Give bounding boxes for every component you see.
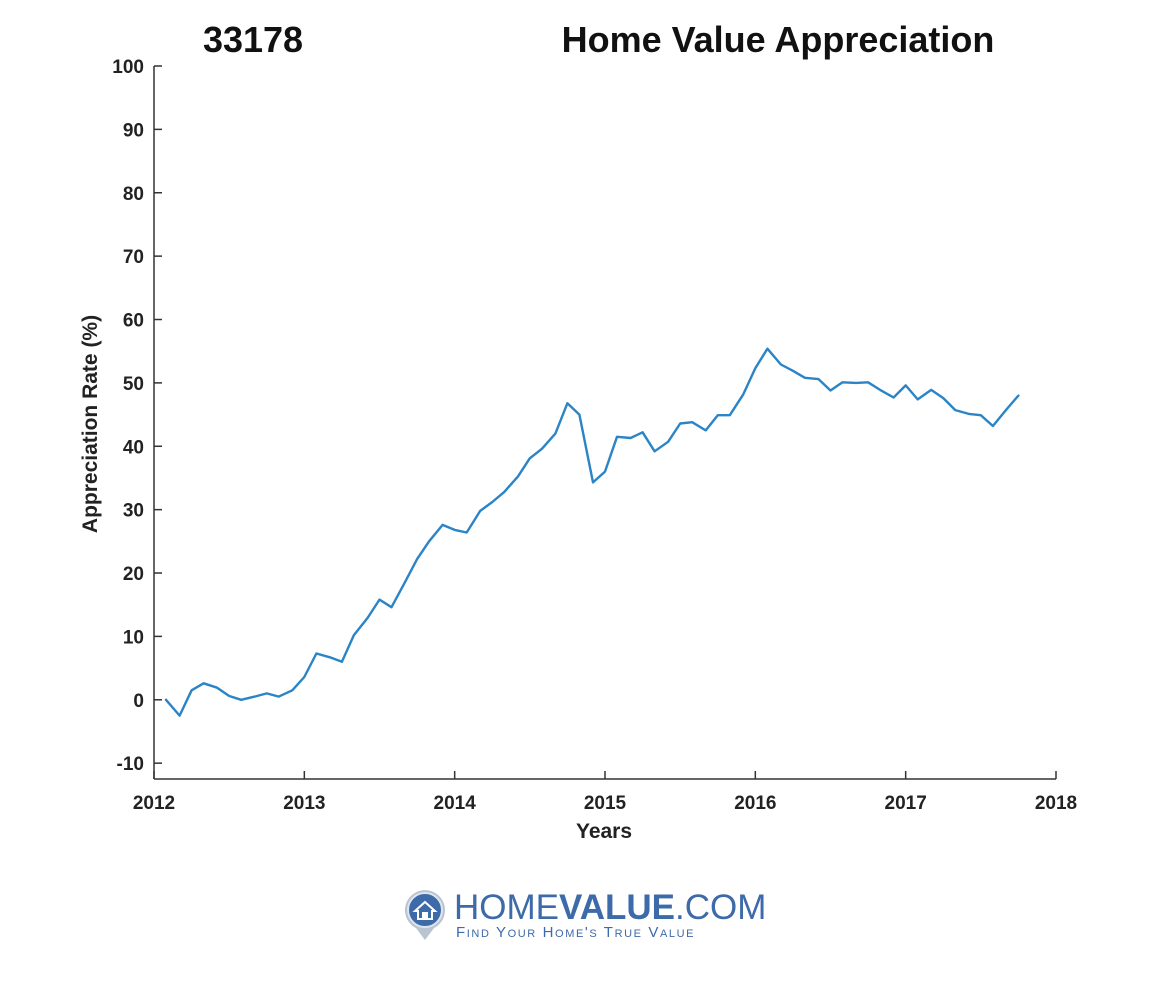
- homevalue-logo[interactable]: HOMEVALUE.COM Find Your Home's True Valu…: [402, 888, 766, 948]
- chart-title: Home Value Appreciation: [562, 19, 995, 60]
- house-pin-icon: [402, 888, 448, 942]
- x-tick-label: 2014: [434, 793, 477, 814]
- y-tick-label: 60: [123, 311, 144, 332]
- x-tick-label: 2016: [734, 793, 776, 814]
- y-tick-label: -10: [117, 754, 144, 775]
- ticks: -10 0 10 20 30 40 50 60 70 80 90 100 2012 2013 2014 201…: [112, 57, 1077, 814]
- brand-tagline: Find Your Home's True Value: [456, 924, 696, 941]
- x-tick-label: 2013: [283, 793, 325, 814]
- axes: [153, 66, 1056, 780]
- series: [164, 347, 1020, 717]
- x-tick-label: 2018: [1035, 793, 1077, 814]
- y-axis-label: Appreciation Rate (%): [79, 315, 102, 533]
- x-tick-label: 2012: [133, 793, 175, 814]
- x-axis-label: Years: [576, 820, 632, 843]
- brand-part-com: .COM: [675, 888, 767, 927]
- y-tick-label: 80: [123, 184, 144, 205]
- x-tick-label: 2015: [584, 793, 627, 814]
- y-tick-label: 30: [123, 501, 144, 522]
- y-tick-label: 20: [123, 564, 144, 585]
- x-tick-label: 2017: [885, 793, 927, 814]
- brand-part-home: HOME: [454, 888, 559, 927]
- brand-part-value: VALUE: [559, 888, 676, 927]
- y-tick-label: 70: [123, 247, 144, 268]
- brand-name: HOMEVALUE.COM: [454, 888, 766, 928]
- appreciation-series-line: [164, 347, 1020, 717]
- y-tick-label: 10: [123, 627, 144, 648]
- y-tick-label: 100: [112, 57, 144, 78]
- y-tick-label: 0: [133, 691, 144, 712]
- y-tick-label: 40: [123, 437, 144, 458]
- y-tick-label: 50: [123, 374, 144, 395]
- y-tick-label: 90: [123, 120, 144, 141]
- zip-code-title: 33178: [203, 19, 303, 60]
